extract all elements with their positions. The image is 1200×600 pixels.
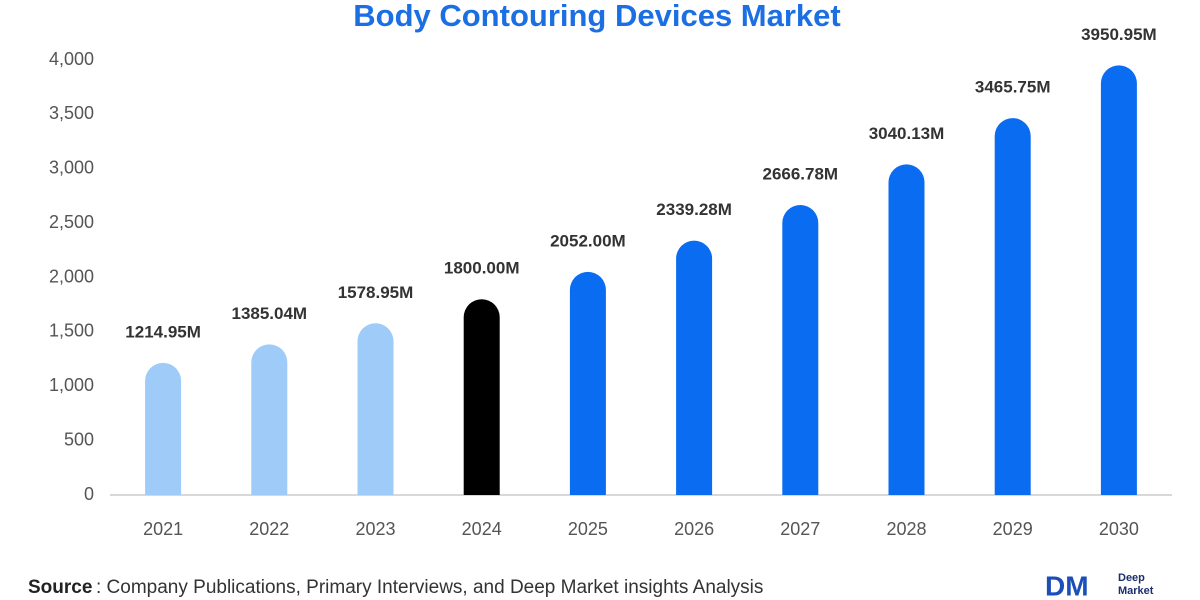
x-tick-label: 2025 xyxy=(568,519,608,539)
bar xyxy=(994,118,1031,496)
chart-title: Body Contouring Devices Market xyxy=(353,0,840,33)
y-tick-label: 3,000 xyxy=(49,158,94,178)
x-tick-label: 2023 xyxy=(355,519,395,539)
value-label: 3040.13M xyxy=(869,124,945,143)
bar xyxy=(463,299,500,495)
x-tick-label: 2028 xyxy=(886,519,926,539)
y-tick-label: 500 xyxy=(64,429,94,449)
x-tick-label: 2021 xyxy=(143,519,183,539)
value-label: 2052.00M xyxy=(550,231,626,250)
value-label: 1800.00M xyxy=(444,259,520,278)
source-text: : Company Publications, Primary Intervie… xyxy=(96,577,763,598)
bar xyxy=(676,240,713,495)
x-tick-label: 2024 xyxy=(462,519,502,539)
y-tick-label: 2,000 xyxy=(49,266,94,286)
bar xyxy=(888,164,925,495)
value-label: 3950.95M xyxy=(1081,25,1157,44)
value-label: 2339.28M xyxy=(656,200,732,219)
x-tick-label: 2027 xyxy=(780,519,820,539)
y-tick-label: 3,500 xyxy=(49,103,94,123)
y-tick-label: 1,500 xyxy=(49,321,94,341)
bar xyxy=(569,271,606,495)
value-label: 2666.78M xyxy=(762,164,838,183)
bar xyxy=(145,362,182,495)
logo-mark: DM xyxy=(1045,570,1089,600)
x-tick-label: 2022 xyxy=(249,519,289,539)
logo-text: Market xyxy=(1118,585,1154,597)
y-tick-label: 2,500 xyxy=(49,212,94,232)
value-label: 1578.95M xyxy=(338,283,414,302)
x-tick-label: 2026 xyxy=(674,519,714,539)
bar xyxy=(357,323,394,495)
bar xyxy=(782,204,819,495)
x-tick-label: 2029 xyxy=(993,519,1033,539)
y-tick-label: 4,000 xyxy=(49,49,94,69)
y-tick-label: 0 xyxy=(84,484,94,504)
source-label: Source xyxy=(28,577,92,598)
bar xyxy=(1100,65,1137,495)
bar xyxy=(251,344,288,495)
y-tick-label: 1,000 xyxy=(49,375,94,395)
x-tick-label: 2030 xyxy=(1099,519,1139,539)
value-label: 1385.04M xyxy=(231,304,307,323)
value-label: 3465.75M xyxy=(975,78,1051,97)
value-label: 1214.95M xyxy=(125,322,201,341)
logo-text: Deep xyxy=(1118,572,1145,584)
